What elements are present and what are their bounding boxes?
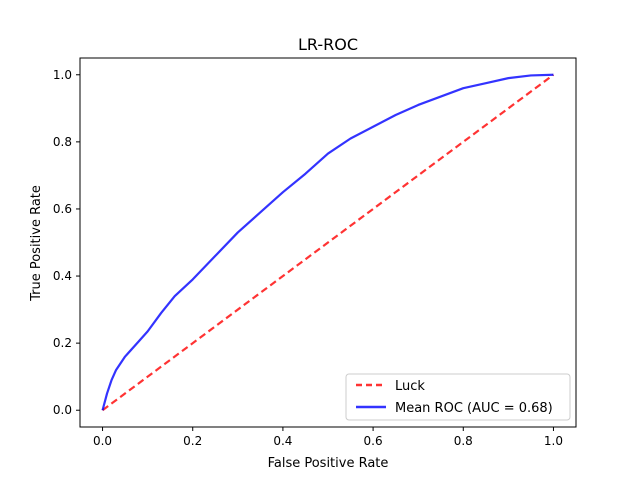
y-tick-label: 0.8: [53, 135, 72, 149]
y-tick-label: 0.0: [53, 403, 72, 417]
y-tick-label: 1.0: [53, 68, 72, 82]
x-axis-ticks: 0.0 0.2 0.4 0.6 0.8 1.0: [93, 427, 563, 448]
x-tick-label: 1.0: [544, 434, 563, 448]
y-axis-label: True Positive Rate: [29, 185, 44, 302]
plot-frame: [79, 57, 577, 428]
x-axis-label: False Positive Rate: [268, 456, 389, 471]
x-tick-label: 0.8: [454, 434, 473, 448]
x-tick-label: 0.6: [364, 434, 383, 448]
y-tick-label: 0.4: [53, 269, 72, 283]
y-tick-label: 0.2: [53, 336, 72, 350]
chart-title: LR-ROC: [298, 35, 358, 54]
legend-label-luck: Luck: [395, 379, 425, 394]
series-line-luck: [101, 73, 555, 412]
series-line-mean-roc: [101, 73, 554, 411]
x-tick-label: 0.4: [273, 434, 292, 448]
y-tick-label: 0.6: [53, 202, 72, 216]
legend-box: [345, 373, 571, 421]
plot-series-layer: [101, 73, 555, 412]
x-tick-label: 0.0: [93, 434, 112, 448]
legend: Luck Mean ROC (AUC = 0.68): [345, 373, 571, 421]
x-tick-label: 0.2: [183, 434, 202, 448]
y-axis-ticks: 0.0 0.2 0.4 0.6 0.8 1.0: [53, 68, 80, 417]
legend-label-mean-roc: Mean ROC (AUC = 0.68): [395, 401, 553, 416]
